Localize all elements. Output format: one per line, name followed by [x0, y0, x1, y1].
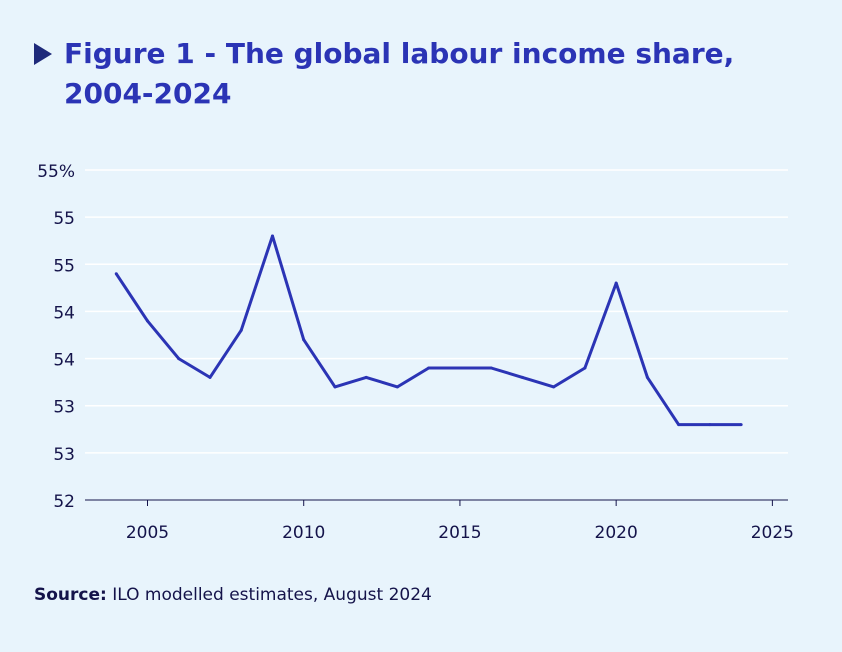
data-point	[645, 375, 649, 379]
play-arrow-icon	[34, 43, 52, 65]
data-point	[708, 423, 712, 427]
data-point	[114, 272, 118, 276]
data-point	[145, 319, 149, 323]
x-tick-label: 2025	[751, 523, 794, 543]
source-text: ILO modelled estimates, August 2024	[106, 585, 432, 605]
x-tick-label: 2015	[438, 523, 481, 543]
data-point	[520, 375, 524, 379]
y-tick-label: 55	[53, 256, 75, 276]
data-point	[395, 385, 399, 389]
data-point	[270, 234, 274, 238]
data-point	[489, 366, 493, 370]
data-point	[739, 423, 743, 427]
source-note: Source: ILO modelled estimates, August 2…	[34, 585, 432, 605]
data-point	[333, 385, 337, 389]
x-tick-label: 2005	[126, 523, 169, 543]
data-point	[177, 357, 181, 361]
y-tick-label: 54	[53, 303, 75, 323]
y-tick-label: 53	[53, 445, 75, 465]
title-block: Figure 1 - The global labour income shar…	[34, 34, 814, 114]
y-tick-label: 52	[53, 492, 75, 512]
data-point	[552, 385, 556, 389]
y-tick-label: 53	[53, 398, 75, 418]
data-point	[239, 328, 243, 332]
data-point	[614, 281, 618, 285]
chart-title: Figure 1 - The global labour income shar…	[64, 37, 735, 110]
data-point	[677, 423, 681, 427]
grid-lines	[85, 169, 788, 454]
y-tick-label: 55%	[37, 162, 75, 182]
data-point	[427, 366, 431, 370]
data-point	[208, 375, 212, 379]
series-lines	[114, 234, 743, 427]
y-tick-label: 55	[53, 209, 75, 229]
x-tick-label: 2010	[282, 523, 325, 543]
x-tick-label: 2020	[595, 523, 638, 543]
data-point	[458, 366, 462, 370]
x-axis: 2005 2010 2015 2020 2025	[85, 499, 794, 543]
y-tick-label: 54	[53, 351, 75, 371]
data-point	[583, 366, 587, 370]
source-label: Source:	[34, 585, 107, 605]
data-point	[364, 375, 368, 379]
data-point	[302, 338, 306, 342]
y-axis-tick-labels: 52 53 53 54 54 55 55 55%	[37, 162, 75, 512]
